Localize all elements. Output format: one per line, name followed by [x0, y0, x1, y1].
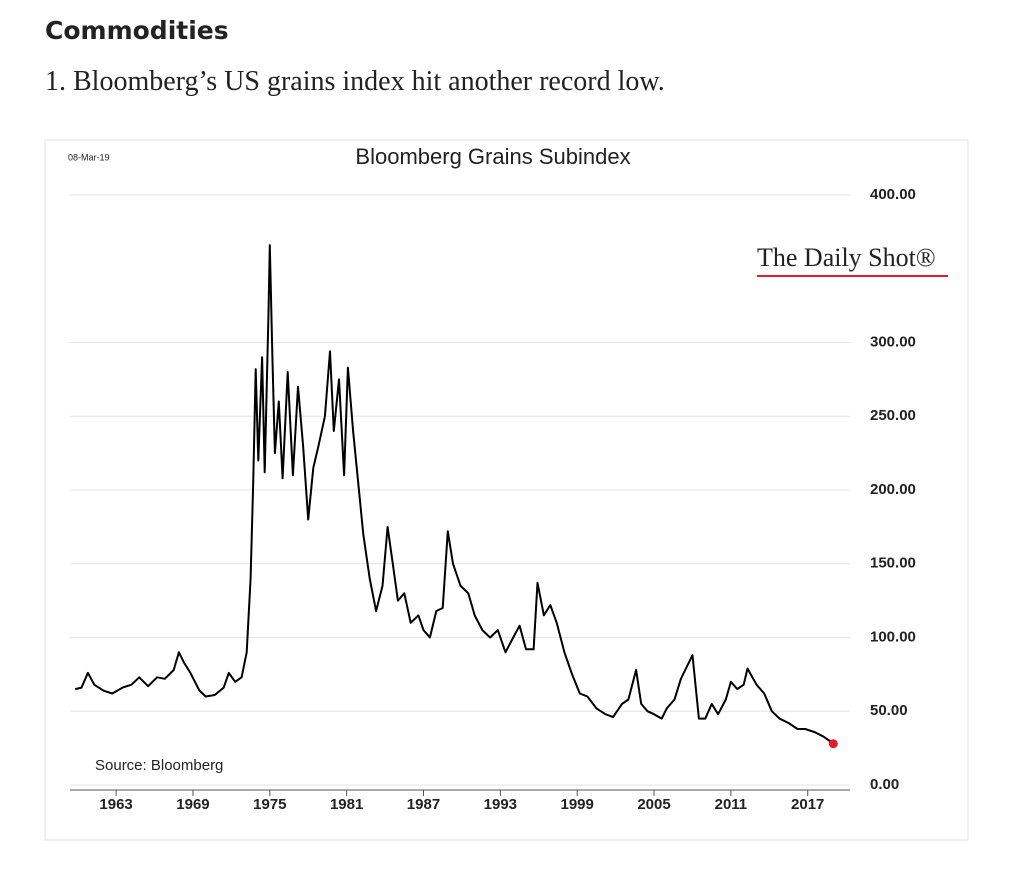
y-tick-label: 400.00	[870, 186, 916, 203]
brand-logo: The Daily Shot®	[757, 243, 936, 272]
x-tick-label: 1999	[561, 796, 594, 813]
x-tick-label: 1987	[407, 796, 440, 813]
caption: 1. Bloomberg’s US grains index hit anoth…	[45, 66, 665, 97]
x-tick-label: 1975	[253, 796, 286, 813]
y-tick-label: 250.00	[870, 407, 916, 424]
x-tick-label: 1963	[99, 796, 132, 813]
y-tick-label: 150.00	[870, 555, 916, 572]
x-tick-label: 1981	[330, 796, 363, 813]
x-tick-label: 1969	[176, 796, 209, 813]
y-tick-label: 100.00	[870, 628, 916, 645]
data-line	[74, 244, 834, 745]
date-label: 08-Mar-19	[68, 152, 110, 162]
y-tick-label: 200.00	[870, 481, 916, 498]
end-marker	[828, 739, 838, 749]
y-tick-label: 0.00	[870, 776, 899, 793]
x-tick-label: 2017	[791, 796, 824, 813]
y-tick-label: 50.00	[870, 702, 908, 719]
x-tick-label: 2011	[715, 796, 748, 813]
chart-title: Bloomberg Grains Subindex	[355, 144, 630, 169]
y-tick-label: 300.00	[870, 333, 916, 350]
section-heading: Commodities	[45, 16, 229, 45]
x-tick-label: 1993	[484, 796, 517, 813]
x-tick-label: 2005	[637, 796, 670, 813]
source: Source: Bloomberg	[95, 757, 223, 774]
